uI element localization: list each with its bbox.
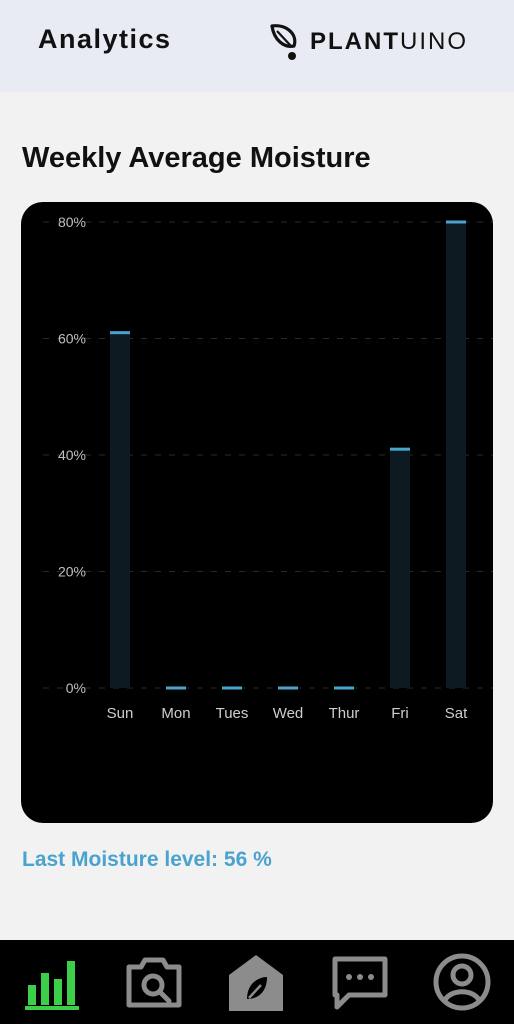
bottom-nav xyxy=(0,940,514,1024)
y-tick-label: 20% xyxy=(58,564,86,580)
page-title: Analytics xyxy=(38,24,172,54)
y-tick-label: 80% xyxy=(58,214,86,230)
brand-name: PLANTUINO xyxy=(310,28,468,56)
y-tick-label: 40% xyxy=(58,447,86,463)
bar xyxy=(446,222,466,688)
bar-top xyxy=(166,686,186,690)
chart-title: Weekly Average Moisture xyxy=(22,142,371,174)
nav-profile[interactable] xyxy=(426,946,498,1018)
bar-chart-icon xyxy=(25,961,79,1010)
x-tick-label: Mon xyxy=(161,705,190,722)
y-tick-label: 60% xyxy=(58,331,86,347)
x-tick-label: Wed xyxy=(273,705,304,722)
nav-camera[interactable] xyxy=(118,946,190,1018)
bar-top xyxy=(390,447,410,451)
home-plant-icon xyxy=(229,955,283,1011)
y-tick-label: 0% xyxy=(66,680,86,696)
chat-icon xyxy=(332,956,388,1010)
x-tick-label: Thur xyxy=(329,705,360,722)
brand-name-light: UINO xyxy=(400,28,468,55)
app-header: Analytics PLANTUINO xyxy=(0,0,514,92)
bar-top xyxy=(334,686,354,690)
x-tick-label: Tues xyxy=(216,705,249,722)
leaf-logo-icon xyxy=(270,24,297,60)
nav-chat[interactable] xyxy=(324,946,396,1018)
brand: PLANTUINO xyxy=(268,22,468,62)
nav-home[interactable] xyxy=(220,946,292,1018)
x-tick-label: Sat xyxy=(445,705,468,722)
last-moisture-level: Last Moisture level: 56 % xyxy=(22,848,272,871)
x-tick-label: Sun xyxy=(107,705,134,722)
bar-top xyxy=(446,220,466,224)
profile-icon xyxy=(433,953,491,1011)
bar xyxy=(110,332,130,688)
nav-analytics[interactable] xyxy=(16,946,88,1018)
bar-top xyxy=(222,686,242,690)
bar xyxy=(390,449,410,688)
bar-top xyxy=(278,686,298,690)
x-tick-label: Fri xyxy=(391,705,409,722)
brand-name-bold: PLANT xyxy=(310,28,400,55)
camera-search-icon xyxy=(126,957,182,1008)
moisture-chart: 0% 20% 40% 60% 80% Sun Mon Tues Wed Thur Fri Sat xyxy=(21,202,493,823)
bar-top xyxy=(110,331,130,335)
chart-canvas: 0% 20% 40% 60% 80% Sun Mon Tues Wed Thur Fri Sat xyxy=(43,214,493,722)
